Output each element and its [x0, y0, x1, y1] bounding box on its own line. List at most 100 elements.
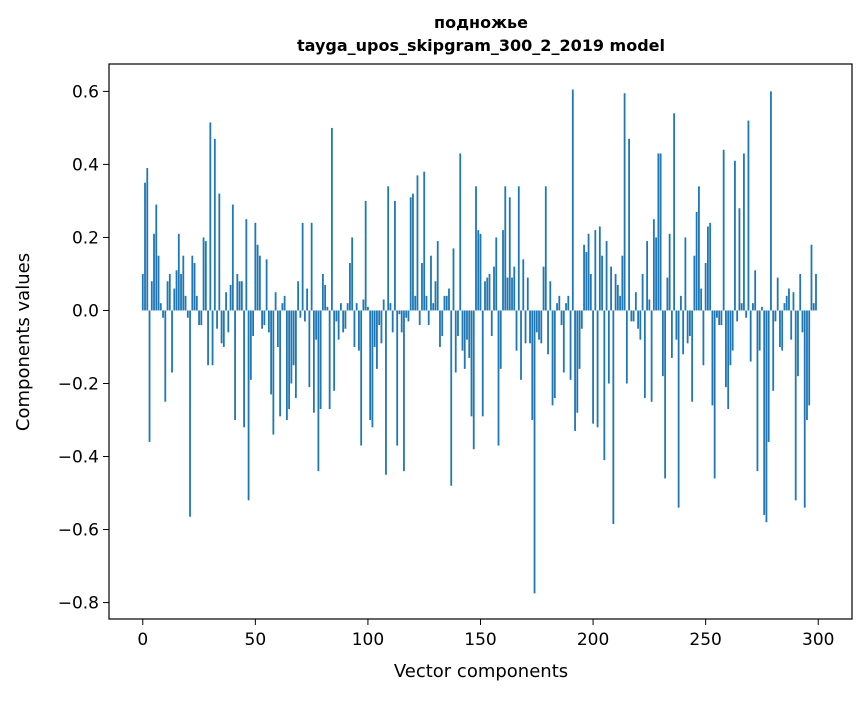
bar-9	[162, 310, 164, 318]
bar-172	[529, 310, 531, 344]
bar-174	[533, 310, 536, 594]
bar-110	[389, 303, 392, 311]
bar-35	[220, 310, 223, 344]
bar-248	[700, 288, 703, 311]
bar-215	[625, 310, 628, 384]
x-tick-label: 0	[137, 630, 148, 650]
bar-112	[394, 200, 396, 311]
bar-156	[493, 266, 495, 311]
bar-23	[193, 263, 196, 311]
bar-262	[731, 310, 734, 351]
bar-63	[283, 295, 286, 311]
bar-153	[486, 277, 489, 311]
bar-69	[297, 281, 300, 311]
bar-208	[610, 266, 612, 311]
bar-138	[452, 248, 455, 311]
bar-41	[234, 310, 236, 420]
bar-190	[569, 310, 572, 380]
bar-92	[349, 263, 351, 311]
bar-181	[549, 281, 552, 311]
bar-20	[186, 310, 189, 318]
bar-17	[180, 273, 182, 311]
bar-52	[258, 255, 261, 311]
bar-85	[333, 310, 336, 391]
bar-37	[225, 292, 227, 311]
bar-290	[794, 310, 797, 501]
chart-title: подножье	[434, 13, 528, 32]
bar-118	[407, 310, 410, 322]
bar-128	[430, 255, 432, 311]
y-tick-label: 0.4	[72, 155, 99, 175]
bar-51	[256, 244, 259, 311]
x-tick-label: 50	[245, 630, 267, 650]
bar-140	[457, 310, 459, 337]
bar-102	[371, 310, 374, 428]
bar-232	[664, 310, 667, 479]
bar-61	[279, 310, 282, 417]
bar-247	[698, 186, 700, 311]
bar-167	[517, 186, 520, 311]
bar-28	[204, 241, 207, 311]
bar-32	[213, 138, 216, 311]
bar-197	[585, 252, 588, 311]
bar-91	[346, 303, 349, 311]
bar-295	[806, 310, 808, 420]
bar-62	[281, 303, 284, 311]
bar-55	[265, 259, 268, 311]
bar-117	[405, 310, 408, 318]
bar-288	[790, 310, 793, 340]
x-tick-label: 200	[577, 630, 609, 650]
bar-299	[815, 273, 817, 311]
bar-272	[754, 270, 757, 311]
bar-44	[240, 281, 243, 311]
bar-249	[702, 310, 705, 366]
bar-225	[648, 299, 651, 311]
bar-2	[146, 168, 149, 311]
bar-155	[490, 310, 493, 337]
bar-145	[468, 310, 471, 358]
bar-250	[704, 263, 707, 311]
x-tick-label: 150	[464, 630, 496, 650]
bar-38	[227, 310, 230, 333]
bar-87	[337, 310, 340, 340]
bar-120	[412, 193, 414, 311]
bar-228	[655, 237, 658, 311]
y-tick-label: −0.4	[58, 448, 99, 468]
bar-26	[200, 310, 203, 326]
bar-134	[443, 295, 446, 311]
bar-292	[799, 273, 802, 311]
bar-0	[141, 273, 144, 311]
bar-122	[416, 175, 419, 311]
bar-104	[376, 310, 378, 369]
bar-127	[427, 310, 430, 326]
bar-123	[418, 310, 421, 326]
bar-252	[709, 222, 712, 311]
bar-101	[369, 310, 372, 420]
bar-177	[540, 310, 543, 344]
x-axis-ticks: 0 50 100 150 200 250 300	[137, 619, 834, 650]
bar-84	[331, 127, 333, 311]
bar-30	[209, 122, 212, 311]
bar-82	[326, 306, 329, 311]
bar-170	[524, 310, 527, 344]
y-tick-label: −0.6	[58, 521, 99, 541]
bar-260	[727, 310, 730, 410]
bar-21	[189, 310, 191, 517]
bar-42	[236, 273, 239, 311]
bar-27	[202, 237, 205, 311]
bar-11	[166, 281, 169, 311]
bar-270	[749, 310, 752, 362]
bar-115	[400, 310, 403, 333]
bar-182	[551, 310, 554, 406]
bar-274	[758, 310, 761, 351]
bar-237	[675, 310, 678, 340]
bar-204	[601, 255, 603, 311]
bar-97	[360, 310, 363, 446]
bar-158	[497, 310, 500, 446]
bar-43	[238, 281, 241, 311]
bar-72	[303, 310, 306, 322]
bar-200	[592, 310, 594, 424]
bar-188	[565, 303, 567, 311]
bar-75	[310, 222, 313, 311]
